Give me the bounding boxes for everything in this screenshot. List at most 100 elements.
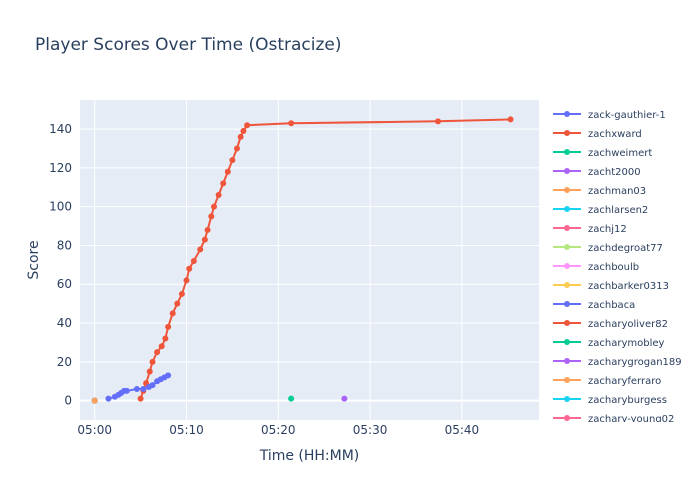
legend-label: zachbaca — [588, 300, 635, 311]
data-point — [229, 157, 236, 164]
legend-swatch-marker — [564, 168, 570, 174]
legend-label: zacharyoliver82 — [588, 319, 668, 330]
x-axis-label: Time (HH:MM) — [259, 448, 360, 464]
legend-item[interactable]: zachbaca — [553, 300, 635, 311]
legend-label: zachlarsen2 — [588, 205, 648, 216]
legend-label: zacht2000 — [588, 167, 641, 178]
legend-item[interactable]: zachman03 — [553, 186, 646, 197]
data-point — [288, 120, 295, 127]
y-tick-label: 0 — [64, 394, 72, 408]
legend-swatch-marker — [564, 415, 570, 421]
legend-swatch-marker — [564, 206, 570, 212]
data-point — [190, 257, 197, 264]
legend-label: zack-gauthier-1 — [588, 110, 666, 121]
y-tick-label: 20 — [57, 355, 72, 369]
legend-item[interactable]: zachbarker0313 — [553, 281, 669, 292]
legend-swatch-marker — [564, 377, 570, 383]
legend-item[interactable]: zacharyoliver82 — [553, 319, 668, 330]
series-zachweimert — [288, 395, 295, 402]
y-tick-label: 140 — [49, 122, 72, 136]
y-axis-label: Score — [26, 240, 42, 279]
data-point — [169, 310, 176, 317]
legend-swatch-marker — [564, 149, 570, 155]
chart-title: Player Scores Over Time (Ostracize) — [35, 35, 342, 55]
legend-swatch-marker — [564, 339, 570, 345]
data-point — [165, 372, 172, 379]
legend-item[interactable]: zacharyburgess — [553, 395, 667, 406]
y-tick-label: 80 — [57, 238, 72, 252]
x-tick-label: 05:30 — [353, 423, 388, 437]
legend-swatch-marker — [564, 187, 570, 193]
data-point — [201, 236, 208, 243]
x-tick-label: 05:20 — [261, 423, 296, 437]
legend-items: zack-gauthier-1 zachxward zachweimert zacht… — [553, 110, 682, 425]
data-point — [140, 385, 147, 392]
legend-item[interactable]: zachboulb — [553, 262, 639, 273]
y-tick-label: 60 — [57, 277, 72, 291]
legend-item[interactable]: zachxward — [553, 129, 642, 140]
legend-item[interactable]: zack-gauthier-1 — [553, 110, 666, 121]
x-tick-label: 05:00 — [77, 423, 112, 437]
legend-label: zacharymobley — [588, 338, 665, 349]
data-point — [149, 382, 156, 389]
legend-swatch-marker — [564, 320, 570, 326]
legend-swatch-marker — [564, 396, 570, 402]
data-point — [186, 265, 193, 272]
data-point — [149, 358, 156, 365]
y-tick-label: 100 — [49, 200, 72, 214]
legend-swatch-marker — [564, 111, 570, 117]
data-point — [158, 343, 165, 350]
data-point — [154, 349, 161, 356]
series-zack-gauthier-1 — [105, 372, 172, 402]
data-point — [178, 290, 185, 297]
data-point — [237, 133, 244, 140]
data-point — [233, 145, 240, 152]
legend-label: zacharygrogan189 — [588, 357, 682, 368]
legend-swatch-marker — [564, 244, 570, 250]
legend-swatch-marker — [564, 263, 570, 269]
data-point — [240, 128, 247, 135]
legend-item[interactable]: zacharymobley — [553, 338, 665, 349]
data-point — [435, 118, 442, 125]
data-point — [165, 323, 172, 330]
data-point — [208, 213, 215, 220]
legend-item[interactable]: zacharygrogan189 — [553, 357, 682, 368]
legend-swatch-marker — [564, 282, 570, 288]
legend-item[interactable]: zachary-young02 — [553, 414, 674, 425]
legend-item[interactable]: zacht2000 — [553, 167, 641, 178]
legend-item[interactable]: zacharyferraro — [553, 376, 661, 387]
data-point — [288, 395, 295, 402]
data-point — [91, 397, 98, 404]
data-point — [224, 168, 231, 175]
legend-swatch-marker — [564, 301, 570, 307]
legend[interactable]: zack-gauthier-1 zachxward zachweimert zacht… — [553, 110, 682, 425]
x-tick-label: 05:10 — [169, 423, 204, 437]
data-point — [183, 277, 190, 284]
data-point — [137, 395, 144, 402]
legend-label: zachdegroat77 — [588, 243, 663, 254]
legend-item[interactable]: zachweimert — [553, 148, 652, 159]
legend-item[interactable]: zachj12 — [553, 224, 627, 235]
legend-label: zachxward — [588, 129, 642, 140]
data-point — [215, 192, 222, 199]
data-point — [211, 203, 218, 210]
data-point — [244, 122, 251, 129]
data-point — [123, 387, 130, 394]
legend-label: zachweimert — [588, 148, 652, 159]
legend-label: zachj12 — [588, 224, 627, 235]
legend-swatch-marker — [564, 358, 570, 364]
y-tick-label: 40 — [57, 316, 72, 330]
data-point — [341, 395, 348, 402]
legend-label: zacharyburgess — [588, 395, 667, 406]
x-tick-label: 05:40 — [445, 423, 480, 437]
series-zacht2000 — [341, 395, 348, 402]
data-point — [162, 335, 169, 342]
legend-item[interactable]: zachdegroat77 — [553, 243, 663, 254]
data-point — [105, 395, 112, 402]
legend-item[interactable]: zachlarsen2 — [553, 205, 648, 216]
data-point — [146, 368, 153, 375]
data-point — [133, 385, 140, 392]
legend-label: zacharyferraro — [588, 376, 661, 387]
